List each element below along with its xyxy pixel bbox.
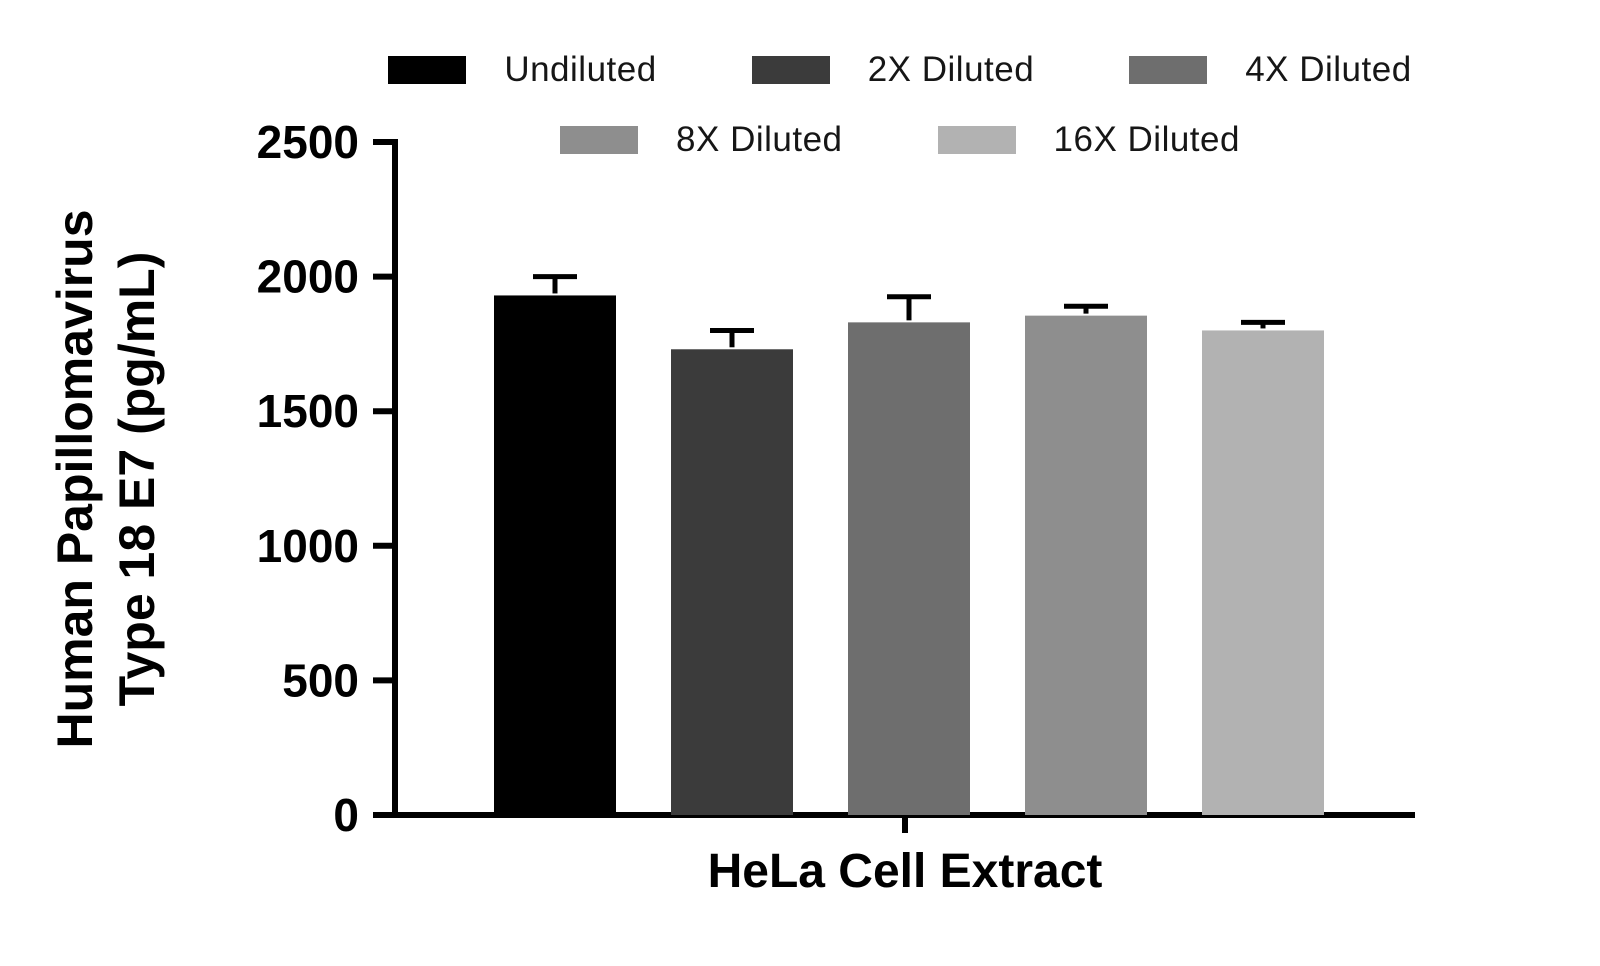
y-tick-label: 500 xyxy=(282,654,359,706)
legend-item-2x-diluted: 2X Diluted xyxy=(751,50,1035,90)
bar-2x-diluted xyxy=(671,349,793,815)
legend-swatch-2x-diluted xyxy=(751,56,830,84)
legend-swatch-8x-diluted xyxy=(560,126,639,154)
legend-item-8x-diluted: 8X Diluted xyxy=(560,120,842,160)
legend-item-4x-diluted: 4X Diluted xyxy=(1129,50,1411,90)
bar-undiluted xyxy=(494,295,616,816)
legend-item-16x-diluted: 16X Diluted xyxy=(937,120,1240,160)
y-tick-label: 1500 xyxy=(257,385,359,437)
legend-label-2x-diluted: 2X Diluted xyxy=(867,50,1035,89)
legend-row-2: 8X Diluted 16X Diluted xyxy=(280,120,1520,160)
legend-label-16x-diluted: 16X Diluted xyxy=(1053,120,1240,159)
x-axis-label: HeLa Cell Extract xyxy=(708,845,1103,898)
legend-label-undiluted: Undiluted xyxy=(504,50,657,89)
bar-4x-diluted xyxy=(848,322,970,815)
y-tick-label: 0 xyxy=(333,789,359,841)
y-tick-label: 2500 xyxy=(257,116,359,168)
legend-swatch-16x-diluted xyxy=(937,126,1016,154)
legend: Undiluted 2X Diluted 4X Diluted 8X Dilut… xyxy=(280,50,1520,160)
legend-label-4x-diluted: 4X Diluted xyxy=(1245,50,1412,89)
legend-row-1: Undiluted 2X Diluted 4X Diluted xyxy=(280,50,1520,90)
legend-item-undiluted: Undiluted xyxy=(388,50,656,90)
y-tick-label: 2000 xyxy=(257,251,359,303)
y-tick-label: 1000 xyxy=(257,520,359,572)
bar-16x-diluted xyxy=(1202,330,1324,815)
legend-label-8x-diluted: 8X Diluted xyxy=(676,120,843,159)
y-axis-label-line2: Type 18 E7 (pg/mL) xyxy=(109,252,165,707)
y-axis-label-line1: Human Papillomavirus xyxy=(47,209,103,748)
legend-swatch-undiluted xyxy=(388,56,467,84)
bar-8x-diluted xyxy=(1025,315,1147,815)
legend-swatch-4x-diluted xyxy=(1129,56,1208,84)
